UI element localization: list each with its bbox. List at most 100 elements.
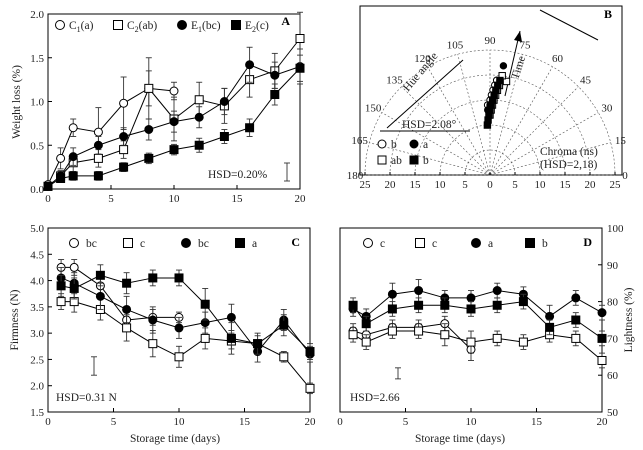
data-point [56,281,66,291]
panel-c-legend: bc c bc a [69,238,257,250]
legend-label: bc [86,238,97,250]
data-point [194,112,204,122]
data-point [295,63,305,73]
data-point [43,181,53,191]
data-point [466,337,476,347]
legend-suffix: (c) [256,20,269,32]
data-point [597,308,607,318]
panel-c-ylabel: Firmness (N) [9,289,21,350]
data-point [56,153,66,163]
legend-marker [471,238,481,248]
hue-tick-label: 135 [386,75,403,87]
y-tick-label: 0.5 [30,140,44,152]
panel-d: D Lightness (%) Storage time (days) HSD=… [337,223,635,445]
chroma-tick-label: 25 [360,179,372,191]
legend-sub: 2 [135,25,139,34]
data-point [119,145,129,155]
data-point [518,297,528,307]
chroma-tick-label: 20 [585,179,597,191]
legend-marker [377,155,387,165]
y-tick-label: 1.5 [30,53,44,65]
x-tick-label: 0 [45,416,51,428]
legend-marker [181,238,191,248]
panel-c: C Firmness (N) Storage time (days) HSD=0… [9,223,316,445]
data-point [571,293,581,303]
data-point [387,326,397,336]
hue-spoke [489,86,579,176]
data-point [68,171,78,181]
chroma-hsd: (HSD=2,18) [540,159,597,171]
panel-c-xlabel: Storage time (days) [130,433,220,445]
legend-label: a [423,139,428,151]
data-point [148,339,158,349]
hue-tick-label: 75 [519,40,531,52]
legend-marker [123,238,133,248]
panel-c-data [56,259,315,395]
x-tick-label: 20 [305,416,317,428]
legend-suffix: (bc) [202,20,221,32]
data-point [174,323,184,333]
legend-marker [177,20,187,30]
legend-label: b [391,139,397,151]
hue-spoke [489,66,553,176]
legend-label: E2(c) [245,20,269,34]
chroma-tick-label: 15 [560,179,572,191]
data-point [219,132,229,141]
data-point [174,273,184,283]
legend-name: E [245,20,252,32]
hue-tick-label: 0 [622,170,628,182]
y-tick-label: 90 [607,260,619,272]
y-tick-label: 5.0 [30,223,44,235]
x-tick-label: 20 [295,193,307,205]
data-point [226,333,236,343]
legend-suffix: (ab) [139,20,158,32]
data-point [56,174,66,183]
x-tick-label: 5 [108,193,114,205]
y-tick-label: 70 [607,333,619,345]
data-point [440,300,450,310]
x-tick-label: 5 [111,416,117,428]
data-point [148,315,158,325]
panel-c-hsd: HSD=0.31 N [56,392,117,404]
hue-spoke [489,112,599,176]
data-point [68,123,78,133]
data-point [545,322,555,332]
y-tick-label: 4.5 [30,249,44,261]
panel-b-data [483,62,511,129]
data-point [169,86,179,96]
x-tick-label: 10 [169,193,181,205]
y-tick-label: 50 [607,407,619,419]
hue-tick-label: 60 [552,53,564,65]
data-point [122,278,132,288]
legend-marker [235,238,245,248]
y-tick-label: 2.0 [30,381,44,393]
data-point [361,319,371,329]
hue-spoke [427,66,491,176]
chroma-tick-label: 5 [512,179,518,191]
panel-d-frame [339,227,603,413]
y-tick-label: 4.0 [30,276,44,288]
series-line [61,301,311,389]
hue-line [386,59,464,129]
x-tick-label: 10 [466,416,478,428]
chroma-tick-label: 20 [385,179,397,191]
data-point [305,383,315,393]
polar-point [499,62,508,70]
data-point [518,337,528,347]
y-tick-label: 3.5 [30,302,44,314]
panel-a-data [43,11,305,191]
hue-tick-label: 30 [601,103,613,115]
x-tick-label: 15 [232,193,244,205]
series-line [352,323,472,350]
legend-name: C [69,20,77,32]
hue-tick-label: 165 [351,135,368,147]
legend-label: a [488,238,493,250]
data-point [200,299,210,309]
legend-marker [525,238,535,248]
hue-spoke [489,142,611,176]
panel-a-label: A [281,14,290,28]
data-point [144,153,154,163]
